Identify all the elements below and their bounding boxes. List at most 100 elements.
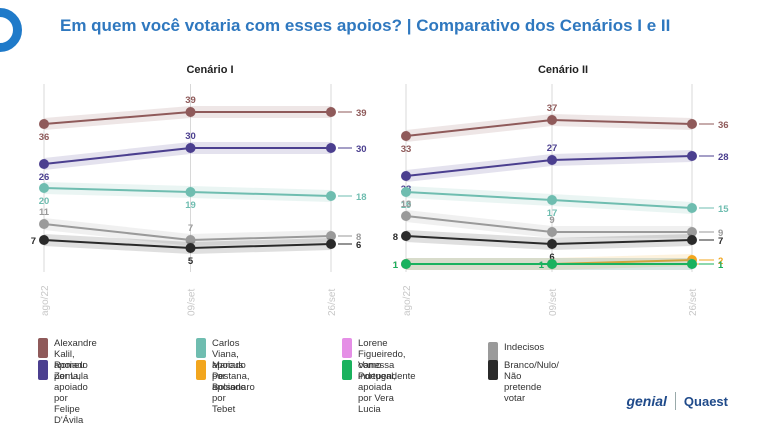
legend-item-pestana: Marcus Pestana, apoiado por Tebet	[196, 360, 250, 415]
legend-item-lorene: Lorene Figueiredo, como independente	[342, 338, 416, 382]
data-label: 7	[718, 236, 723, 247]
legend-swatch	[38, 360, 48, 380]
data-point	[39, 183, 49, 193]
data-label: 6	[356, 240, 361, 251]
data-point	[687, 259, 697, 269]
x-tick-label: 26/set	[327, 289, 338, 316]
page-title: Em quem você votaria com esses apoios? |…	[60, 16, 671, 35]
legend-label-line2: Não pretende votar	[504, 371, 542, 404]
data-point	[687, 203, 697, 213]
chart-title: Cenário I	[186, 64, 233, 76]
legend-label-line2: como independente	[358, 360, 416, 382]
legend-item-vanessa: Vanessa Portugal, apoiada por Vera Lucia	[342, 360, 396, 415]
legend-label-line2: apoiado por Tebet	[212, 382, 246, 415]
legend-item-kalil: Alexandre Kalil, apoiado por Lula	[38, 338, 97, 382]
brand-divider	[674, 392, 676, 410]
data-label: 17	[547, 208, 558, 219]
legend-label-line1: Marcus Pestana,	[212, 360, 250, 382]
legend-item-indecisos: Indecisos	[488, 342, 544, 362]
data-point	[185, 235, 196, 245]
data-label: 8	[356, 232, 361, 243]
data-point	[326, 231, 336, 241]
series-band	[406, 150, 692, 182]
legend-label: Vanessa Portugal, apoiada por Vera Lucia	[358, 360, 396, 415]
legend-swatch	[342, 360, 352, 380]
data-label: 20	[39, 196, 50, 207]
data-label: 36	[718, 120, 729, 131]
data-label: 7	[31, 236, 36, 247]
data-label: 37	[547, 103, 558, 114]
data-point	[39, 119, 49, 129]
data-point	[547, 115, 557, 125]
legend-label: Alexandre Kalil, apoiado por Lula	[54, 338, 97, 382]
data-label: 28	[718, 152, 729, 163]
data-point	[687, 119, 697, 129]
legend-label-line1: Indecisos	[504, 342, 545, 353]
data-label: 39	[356, 108, 367, 119]
data-point	[687, 151, 697, 161]
legend-swatch	[196, 338, 206, 358]
x-tick-label: 09/set	[548, 289, 559, 316]
legend-swatch	[488, 342, 498, 362]
legend-label: Lorene Figueiredo, como independente	[358, 338, 416, 382]
data-point	[401, 187, 411, 197]
legend-swatch	[488, 360, 498, 380]
data-label: 1	[539, 260, 545, 271]
logo-icon	[0, 8, 22, 52]
data-label: 19	[401, 200, 412, 211]
data-label: 26	[39, 172, 50, 183]
data-point	[185, 143, 196, 153]
data-point	[39, 235, 49, 245]
legend-item-zema: Romeu Zema, apoiado por Felipe D'Ávila	[38, 360, 88, 426]
data-label: 1	[718, 260, 724, 271]
data-point	[401, 131, 411, 141]
legend-label: Romeu Zema, apoiado por Felipe D'Ávila	[54, 360, 88, 426]
data-point	[547, 195, 557, 205]
data-label: 11	[39, 207, 50, 218]
data-label: 2	[718, 256, 723, 267]
legend-label: Branco/Nulo/Não pretende votar	[504, 360, 559, 404]
legend-label-line1: Romeu Zema,	[54, 360, 85, 382]
legend-label-line1: Branco/Nulo/	[504, 360, 559, 371]
legend-label-line1: Carlos Viana,	[212, 338, 240, 360]
x-tick-label: ago/22	[40, 285, 51, 316]
data-point	[547, 155, 557, 165]
data-point	[547, 227, 557, 237]
data-label: 1	[393, 260, 399, 271]
data-point	[326, 239, 336, 249]
legend-label: Carlos Viana, apoiado por Bolsonaro	[212, 338, 255, 393]
data-point	[401, 211, 411, 221]
data-point	[185, 187, 196, 197]
legend-item-branco: Branco/Nulo/Não pretende votar	[488, 360, 559, 404]
data-label: 8	[393, 232, 398, 243]
data-label: 1	[393, 260, 399, 271]
data-label: 5	[188, 256, 194, 267]
x-tick-label: ago/22	[402, 285, 413, 316]
data-label: 1	[539, 260, 545, 271]
data-point	[401, 259, 411, 269]
data-point	[547, 239, 557, 249]
brand-logos: genial Quaest	[626, 392, 728, 410]
data-label: 39	[185, 95, 196, 106]
data-label: 30	[356, 144, 367, 155]
data-label: 19	[185, 200, 196, 211]
x-tick-label: 09/set	[187, 289, 198, 316]
legend-label-line1: Alexandre Kalil,	[54, 338, 97, 360]
legend-label: Indecisos	[504, 342, 544, 353]
legend-item-viana: Carlos Viana, apoiado por Bolsonaro	[196, 338, 255, 393]
legend-swatch	[38, 338, 48, 358]
data-point	[326, 107, 336, 117]
legend-swatch	[342, 338, 352, 358]
data-point	[185, 243, 196, 253]
data-label: 9	[549, 215, 554, 226]
quaest-logo: Quaest	[683, 393, 728, 409]
data-label: 13	[401, 199, 412, 210]
legend-label-line2: apoiado por Lula	[54, 360, 89, 382]
data-point	[326, 143, 336, 153]
legend-label: Marcus Pestana, apoiado por Tebet	[212, 360, 250, 415]
genial-logo: genial	[626, 393, 667, 409]
data-point	[401, 171, 411, 181]
data-label: 33	[401, 144, 412, 155]
data-point	[39, 159, 49, 169]
